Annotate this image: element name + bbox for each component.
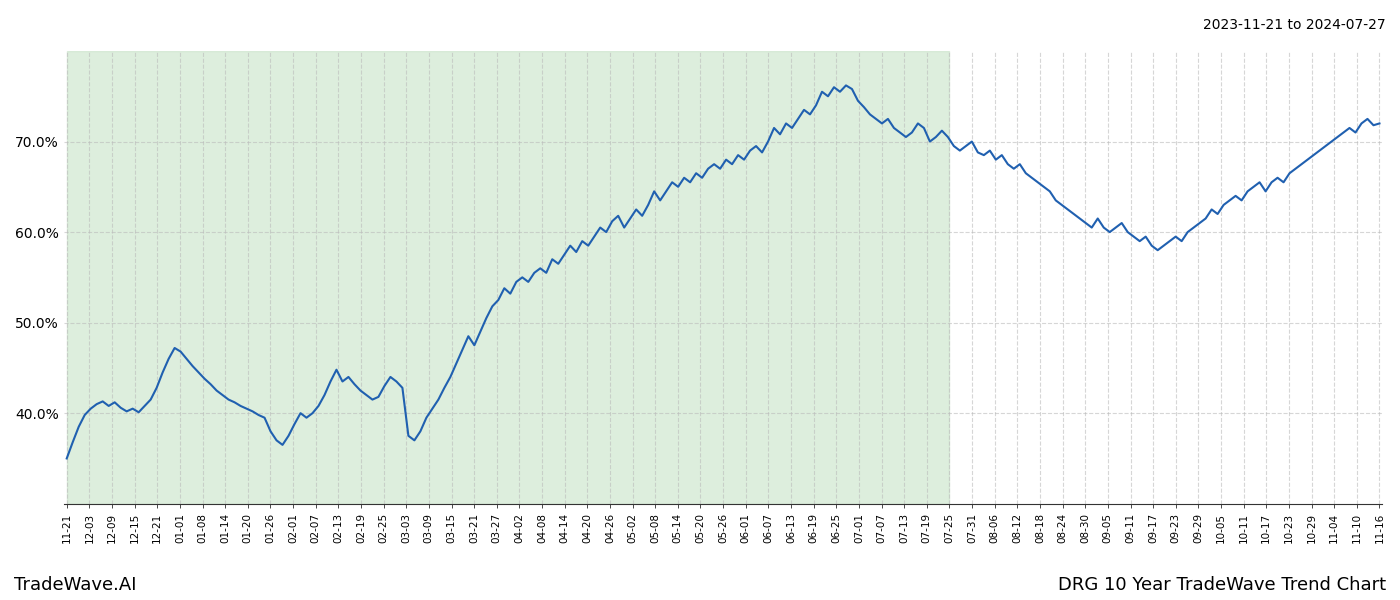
Text: 2023-11-21 to 2024-07-27: 2023-11-21 to 2024-07-27 <box>1204 18 1386 32</box>
Bar <box>67 51 949 504</box>
Text: TradeWave.AI: TradeWave.AI <box>14 576 137 594</box>
Text: DRG 10 Year TradeWave Trend Chart: DRG 10 Year TradeWave Trend Chart <box>1058 576 1386 594</box>
